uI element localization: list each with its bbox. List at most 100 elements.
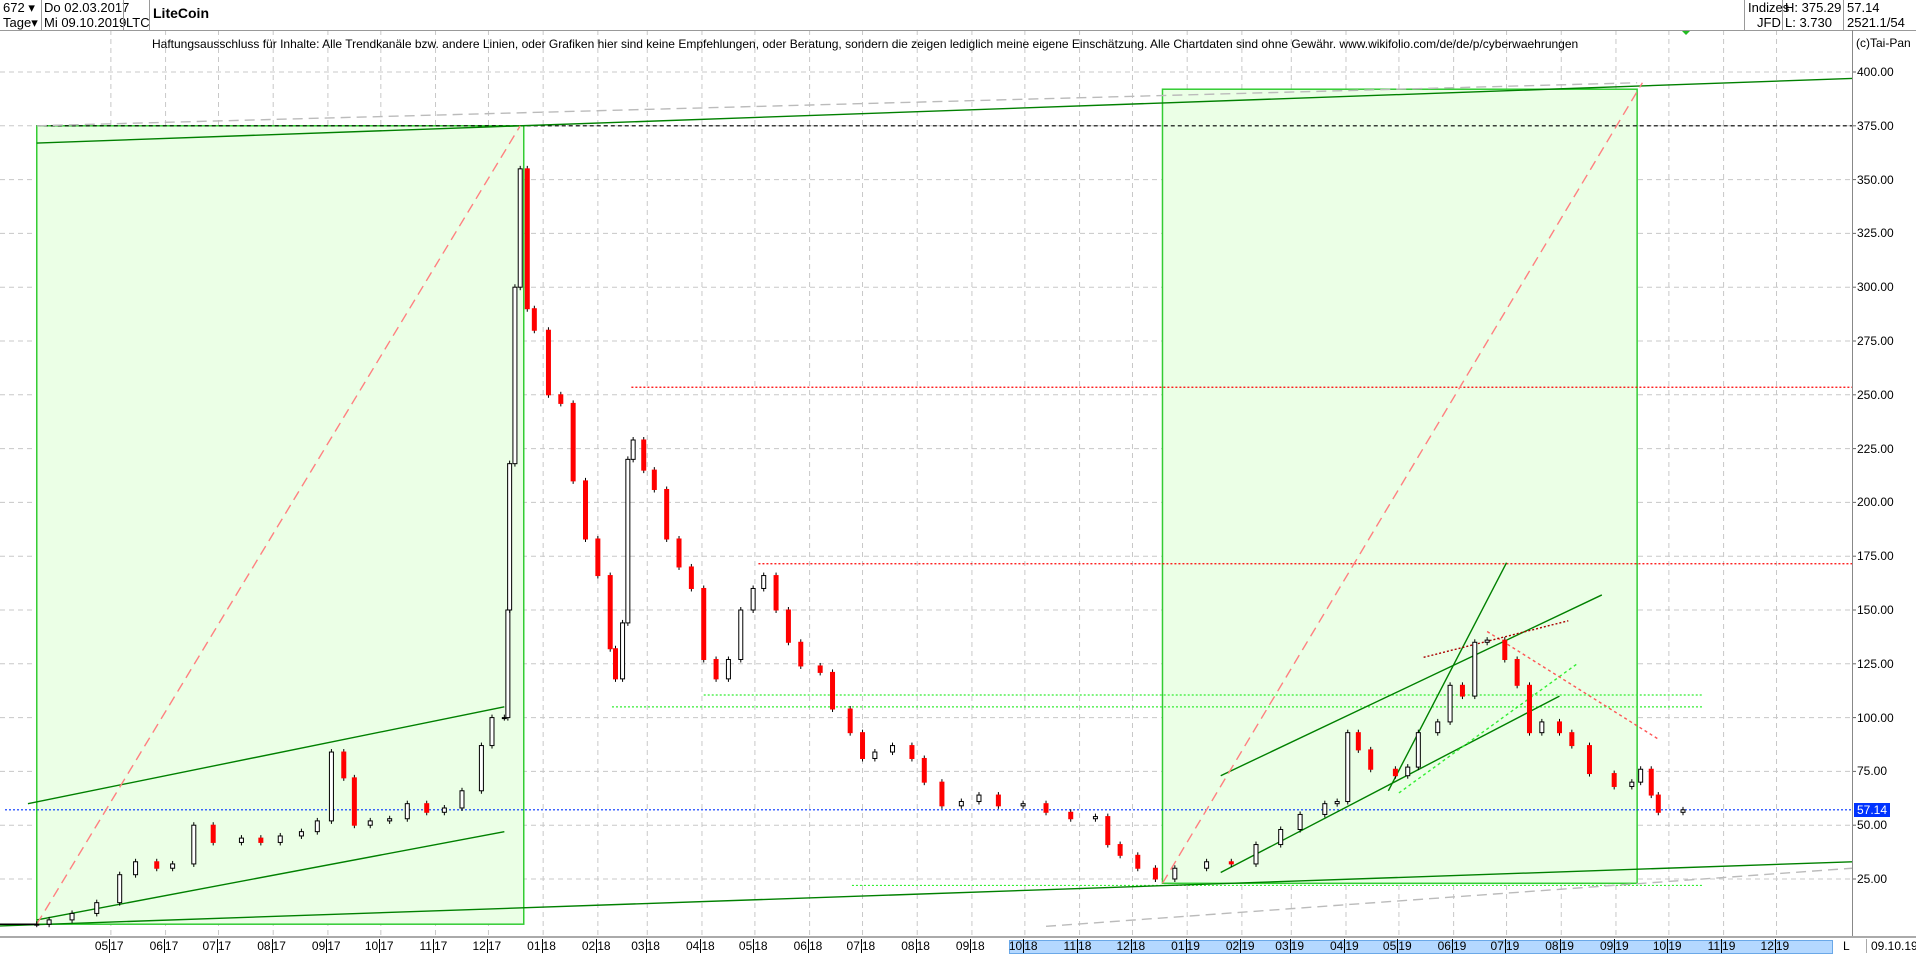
x-tick-label: 04 18 [685,939,715,953]
x-tick-label: 10 18 [1008,939,1038,953]
time-axis[interactable]: L 09.10.19 05 17 06 17 07 17 08 17 09 17 10 17 11 17 1… [0,936,1916,954]
y-tick-label: 275.00 [1857,334,1894,348]
y-tick-label: 25.00 [1857,872,1888,886]
candle [1297,813,1303,831]
candle [1472,641,1478,697]
x-tick-label: 08 19 [1545,939,1574,953]
candle [238,837,244,843]
candle [1459,684,1465,697]
candle [1435,721,1441,734]
trend-line [36,77,1853,144]
disclaimer: Haftungsausschluss für Inhalte: Alle Tre… [152,37,1579,51]
candle [117,874,123,904]
category: Indizes [1748,0,1790,15]
start-date[interactable]: Do 02.03.2017 [44,0,130,15]
candle [817,665,823,673]
candle [630,439,636,460]
x-tick-label: 10 19 [1652,939,1682,953]
candle [872,751,878,759]
period-select[interactable]: Tage▾ [3,15,38,30]
candle [1117,844,1123,856]
scale-mode-toggle[interactable]: L [1843,939,1850,953]
candle [507,463,513,611]
y-tick-label: 300.00 [1857,280,1894,295]
candle [890,745,896,753]
candle [921,757,927,783]
candle [424,803,430,813]
candle [517,168,523,288]
candle [367,820,373,826]
y-tick-label: 125.00 [1857,656,1894,671]
candle [1502,639,1508,660]
candle [1068,811,1074,820]
x-tick-label: 11 19 [1707,939,1736,953]
candle [154,861,160,869]
bar-count-select[interactable]: 672 ▾ [3,0,35,15]
end-date[interactable]: Mi 09.10.2019 [44,15,127,30]
y-tick-label: 150.00 [1857,603,1894,617]
candle [1355,732,1361,751]
candle [1204,861,1210,869]
trend-line [36,82,1638,127]
candle [570,402,576,482]
candle [69,912,75,921]
y-tick-label: 400.00 [1857,65,1894,79]
last-date: 09.10.19 [1866,939,1916,953]
candle [1345,732,1351,803]
candle [1611,773,1617,787]
candle [1484,639,1490,643]
candle [1586,745,1592,775]
candle [676,538,682,568]
candle [995,794,1001,807]
trend-line [1423,620,1569,659]
candle [314,820,320,833]
candle [625,458,631,624]
candle [170,863,176,869]
candle [1556,721,1562,734]
candle [1655,794,1661,813]
candle [607,575,613,650]
candle [512,286,518,465]
x-tick-label: 05 19 [1382,939,1412,953]
candle [404,803,410,820]
candle [1334,801,1340,805]
price-axis-line [1852,30,1853,936]
x-tick-label: 04 19 [1329,939,1359,953]
x-tick-label: 02 19 [1225,939,1255,953]
candle [1392,768,1398,777]
candle [939,781,945,807]
candle [830,671,836,710]
candle [1514,658,1520,686]
candle [1648,768,1654,796]
x-tick-label: 08 17 [257,939,286,953]
x-tick-label: 09 18 [955,939,985,953]
candle [1278,829,1284,846]
x-tick-label: 09 17 [311,939,341,953]
y-tick-label: 250.00 [1857,387,1894,402]
source: JFD [1757,15,1781,30]
candle [277,835,283,843]
x-tick-label: 03 19 [1275,939,1304,953]
candle [545,329,551,396]
x-tick-label: 11 18 [1063,939,1092,953]
candle [1152,867,1158,880]
candle [1253,844,1259,865]
candle [1680,809,1686,813]
trend-line [36,125,521,925]
candle [1228,861,1234,865]
candle [478,745,484,792]
candle [785,609,791,643]
candle [210,824,216,843]
candle [583,480,589,540]
extra-value: 2521.1/54 [1847,15,1905,30]
x-tick-label: 01 18 [527,939,556,953]
y-tick-label: 100.00 [1857,710,1894,725]
x-tick-label: 06 17 [149,939,179,953]
trend-line [1387,562,1508,792]
marker-triangle-icon [1681,30,1691,35]
low-value: L: 3.730 [1785,15,1832,30]
candle [761,575,767,589]
candle [459,790,465,809]
candle [958,801,964,807]
